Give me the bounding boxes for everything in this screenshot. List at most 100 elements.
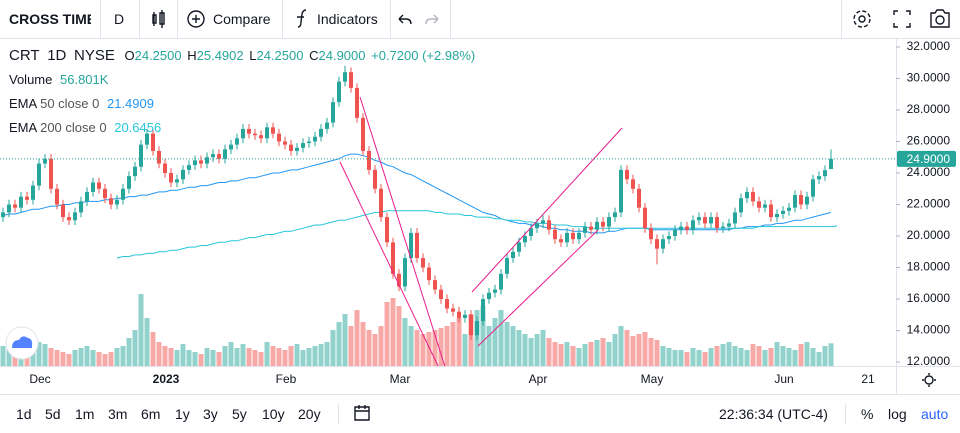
- range-button[interactable]: 1y: [175, 406, 190, 422]
- settings-icon-ring[interactable]: [853, 10, 871, 28]
- volume-bar: [606, 342, 612, 366]
- volume-bar: [132, 330, 138, 366]
- compare-icon[interactable]: [187, 10, 205, 28]
- ema50-params: 50 close 0: [40, 96, 100, 111]
- volume-bar: [276, 348, 282, 366]
- auto-toggle[interactable]: auto: [921, 406, 949, 422]
- range-button[interactable]: 20y: [298, 406, 321, 422]
- ema200-params: 200 close 0: [40, 120, 107, 135]
- volume-bar: [636, 334, 642, 366]
- range-button[interactable]: 5y: [232, 406, 247, 422]
- volume-bar: [180, 344, 186, 366]
- range-button[interactable]: 3m: [108, 406, 128, 422]
- settings-icon[interactable]: [858, 15, 866, 23]
- candle-body: [703, 217, 707, 224]
- compare-button[interactable]: Compare: [213, 11, 271, 27]
- volume-bar: [666, 348, 672, 366]
- chart-type-icon[interactable]: [152, 10, 165, 28]
- candle-body: [529, 228, 533, 237]
- candle-body: [301, 143, 305, 148]
- volume-bar: [42, 344, 48, 366]
- compare-icon-plus[interactable]: [192, 15, 200, 23]
- volume-bar: [696, 350, 702, 366]
- legend-ema200: EMA 200 close 0 20.6456: [9, 120, 161, 135]
- volume-bar: [588, 342, 594, 366]
- x-tick-label: Mar: [390, 372, 411, 386]
- volume-bar: [186, 350, 192, 366]
- volume-bar: [726, 342, 732, 366]
- range-button[interactable]: 10y: [262, 406, 285, 422]
- candle-body: [787, 207, 791, 211]
- toolbar-icons[interactable]: [152, 9, 950, 421]
- volume-bar: [570, 346, 576, 366]
- candle-body: [295, 147, 299, 151]
- volume-bar: [804, 342, 810, 366]
- candle-body: [565, 232, 569, 243]
- range-button[interactable]: 5d: [45, 406, 61, 422]
- candle-body: [463, 314, 467, 318]
- interval-button[interactable]: D: [114, 11, 125, 27]
- candle-body: [385, 217, 389, 243]
- volume-bar: [462, 334, 468, 366]
- range-button[interactable]: 1m: [75, 406, 95, 422]
- candle-body: [13, 204, 17, 208]
- candle-body: [103, 188, 107, 199]
- date-range-icon[interactable]: [354, 405, 370, 421]
- indicators-button[interactable]: Indicators: [317, 11, 378, 27]
- candle-body: [457, 311, 461, 318]
- candle-body: [811, 179, 815, 197]
- fx-icon[interactable]: [297, 9, 307, 28]
- volume-bar: [96, 352, 102, 366]
- volume-bar: [144, 318, 150, 366]
- y-tick-label: 26.0000: [907, 134, 951, 148]
- candle-body: [517, 242, 521, 252]
- candle-body: [739, 198, 743, 213]
- candle-body: [157, 150, 161, 164]
- candle-body: [559, 239, 563, 243]
- candle-body: [685, 226, 689, 230]
- candle-body: [259, 135, 263, 139]
- percent-toggle[interactable]: %: [861, 406, 874, 422]
- ema50-name: EMA: [9, 96, 37, 111]
- fullscreen-icon[interactable]: [893, 10, 911, 28]
- log-toggle[interactable]: log: [888, 406, 907, 422]
- range-button[interactable]: 1d: [16, 406, 32, 422]
- candle-body: [337, 81, 341, 103]
- screenshot-icon[interactable]: [930, 9, 950, 28]
- volume-bar: [264, 342, 270, 366]
- volume-bar: [234, 348, 240, 366]
- range-button[interactable]: 3y: [203, 406, 218, 422]
- range-button[interactable]: 6m: [141, 406, 161, 422]
- trend-line: [477, 229, 599, 347]
- volume-bar: [54, 350, 60, 366]
- volume-bar: [822, 346, 828, 366]
- volume-bar: [492, 318, 498, 366]
- last-price-tag: [897, 150, 956, 167]
- volume-bar: [732, 346, 738, 366]
- logo[interactable]: [5, 326, 39, 360]
- axis-settings-spokes[interactable]: [922, 373, 936, 387]
- candle-body: [115, 199, 119, 205]
- volume-bar: [828, 343, 834, 366]
- volume-bar: [768, 348, 774, 366]
- volume-bar: [72, 350, 78, 366]
- volume-bar: [354, 310, 360, 366]
- redo-icon[interactable]: [425, 14, 439, 25]
- undo-icon[interactable]: [398, 14, 412, 25]
- candle-body: [499, 273, 503, 290]
- volume-bar: [150, 332, 156, 366]
- candle-body: [505, 258, 509, 274]
- axis-settings-icon[interactable]: [924, 375, 934, 385]
- volume-bar: [702, 352, 708, 366]
- volume-bar: [600, 338, 606, 366]
- trend-line: [471, 127, 623, 293]
- y-tick-label: 30.0000: [907, 71, 951, 85]
- volume-bar: [240, 344, 246, 366]
- candle-body: [307, 141, 311, 144]
- ema-line: [116, 210, 838, 259]
- screenshot-lens[interactable]: [935, 15, 945, 25]
- y-tick-label: 28.0000: [907, 102, 951, 116]
- symbol-search[interactable]: CROSS TIME: [9, 11, 91, 27]
- candle-body: [601, 221, 605, 227]
- candle-body: [199, 160, 203, 164]
